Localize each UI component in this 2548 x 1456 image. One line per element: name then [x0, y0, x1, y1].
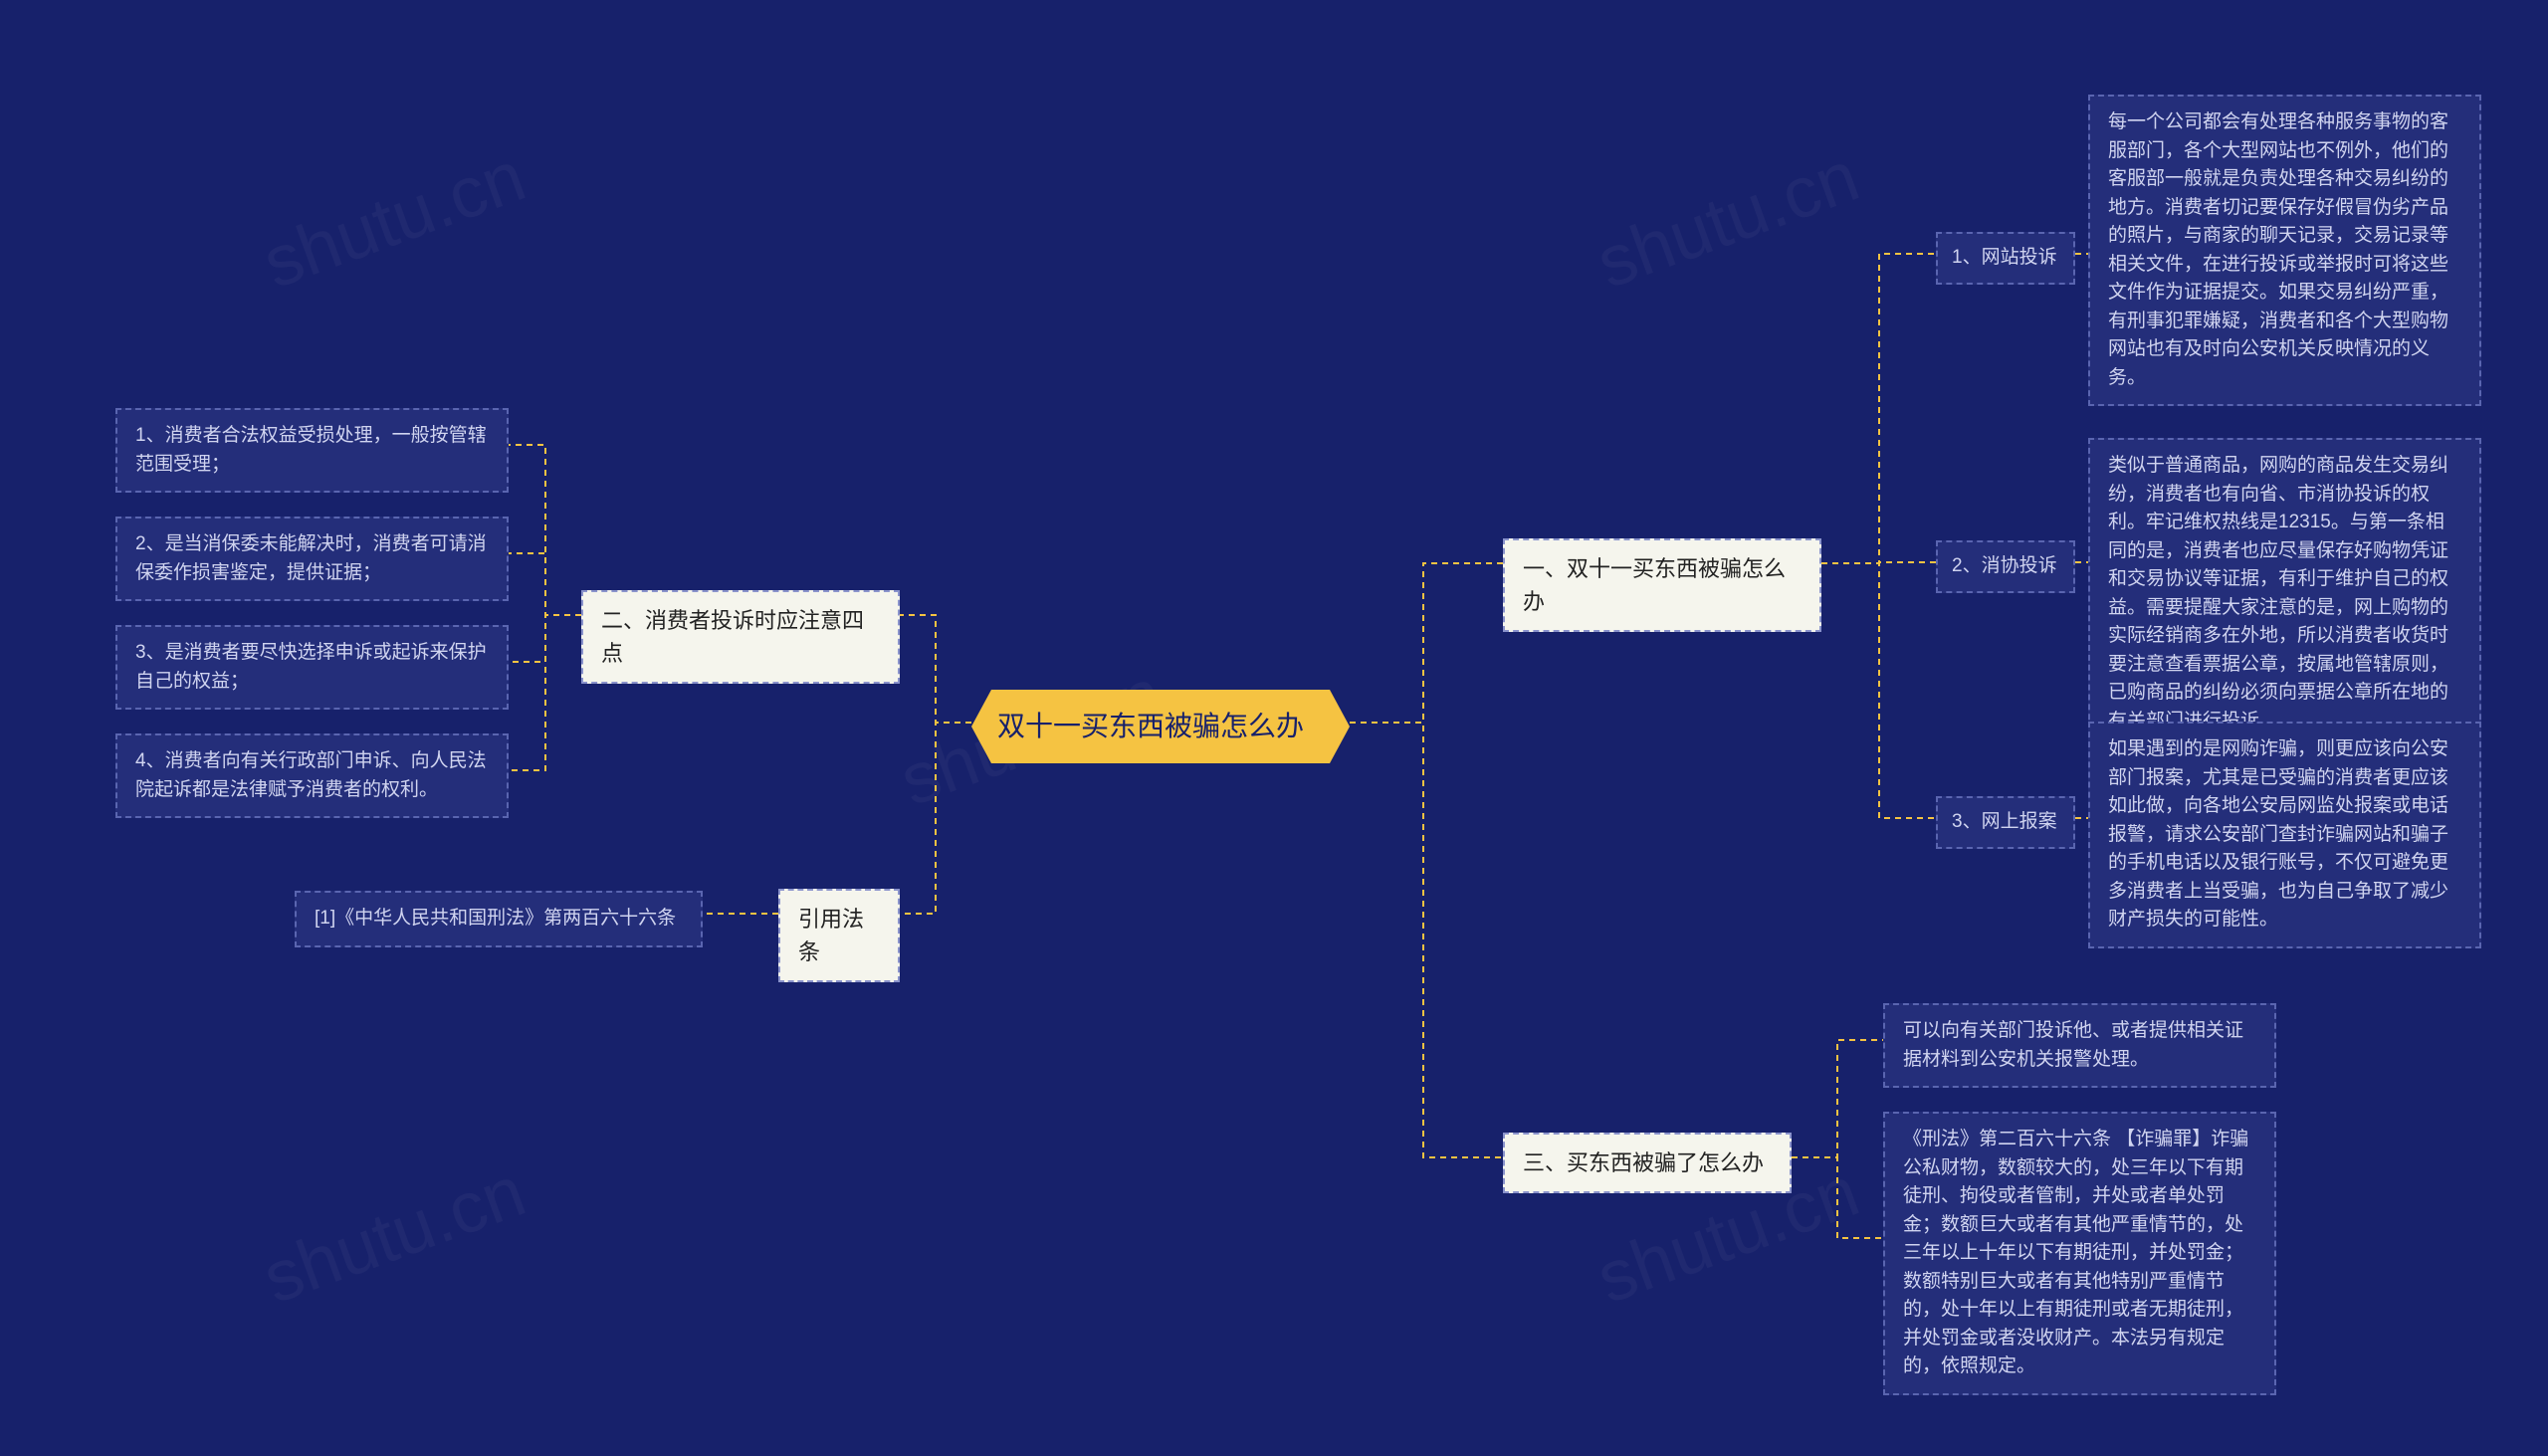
- leaf-r1a[interactable]: 1、网站投诉: [1936, 232, 2075, 285]
- detail-r1b: 类似于普通商品，网购的商品发生交易纠纷，消费者也有向省、市消协投诉的权利。牢记维…: [2088, 438, 2481, 749]
- leaf-r2b: 《刑法》第二百六十六条 【诈骗罪】诈骗公私财物，数额较大的，处三年以下有期徒刑、…: [1883, 1112, 2276, 1395]
- watermark: shutu.cn: [1587, 135, 1869, 305]
- watermark: shutu.cn: [253, 135, 535, 305]
- branch-l2[interactable]: 引用法条: [778, 889, 900, 982]
- branch-r1[interactable]: 一、双十一买东西被骗怎么办: [1503, 538, 1821, 632]
- detail-r1c: 如果遇到的是网购诈骗，则更应该向公安部门报案，尤其是已受骗的消费者更应该如此做，…: [2088, 722, 2481, 948]
- branch-r2[interactable]: 三、买东西被骗了怎么办: [1503, 1133, 1792, 1193]
- leaf-l1d: 4、消费者向有关行政部门申诉、向人民法院起诉都是法律赋予消费者的权利。: [115, 733, 509, 818]
- leaf-r1c[interactable]: 3、网上报案: [1936, 796, 2075, 849]
- leaf-l1c: 3、是消费者要尽快选择申诉或起诉来保护自己的权益；: [115, 625, 509, 710]
- leaf-r2a: 可以向有关部门投诉他、或者提供相关证据材料到公安机关报警处理。: [1883, 1003, 2276, 1088]
- leaf-l1b: 2、是当消保委未能解决时，消费者可请消保委作损害鉴定，提供证据；: [115, 517, 509, 601]
- leaf-l1a: 1、消费者合法权益受损处理，一般按管辖范围受理；: [115, 408, 509, 493]
- branch-l1[interactable]: 二、消费者投诉时应注意四点: [581, 590, 900, 684]
- leaf-l2a: [1]《中华人民共和国刑法》第两百六十六条: [295, 891, 703, 947]
- detail-r1a: 每一个公司都会有处理各种服务事物的客服部门，各个大型网站也不例外，他们的客服部一…: [2088, 95, 2481, 406]
- root-node[interactable]: 双十一买东西被骗怎么办: [971, 690, 1350, 763]
- watermark: shutu.cn: [253, 1150, 535, 1320]
- leaf-r1b[interactable]: 2、消协投诉: [1936, 540, 2075, 593]
